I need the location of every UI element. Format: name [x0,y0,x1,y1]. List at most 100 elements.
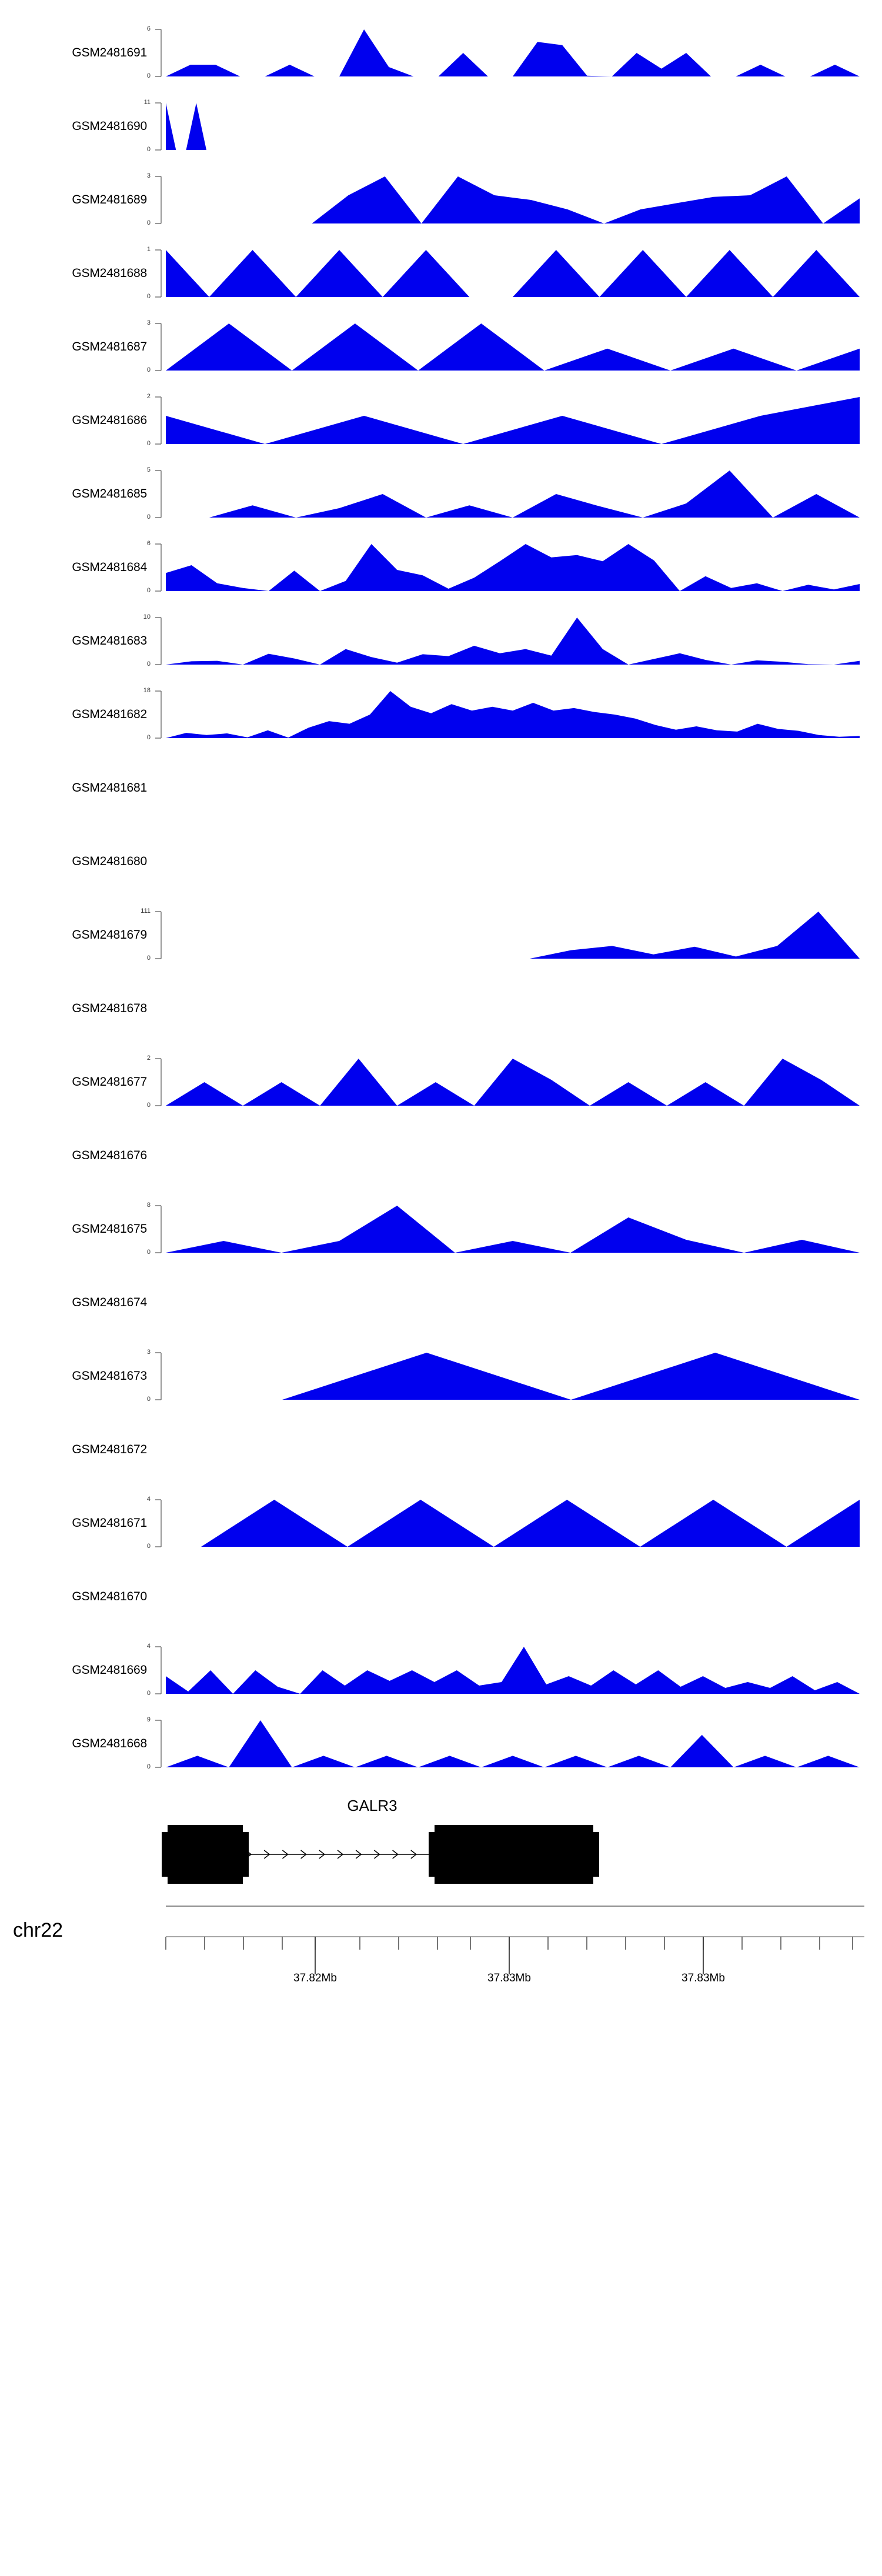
y-axis-max-label: 6 [146,25,151,32]
chromosome-label: chr22 [13,1919,64,1941]
gene-name-label: GALR3 [347,1797,397,1814]
chromosome-ruler [165,1906,864,1974]
sample-track[interactable]: GSM2481681 [0,753,882,826]
y-axis [155,29,162,77]
sample-track[interactable]: GSM2481677 2 0 [0,1047,882,1120]
track-label-gsm2481673: GSM2481673 [72,1369,147,1383]
sample-track[interactable]: GSM2481678 [0,973,882,1047]
sample-track[interactable]: GSM2481679 111 0 [0,900,882,973]
track-label-gsm2481672: GSM2481672 [72,1443,147,1456]
coverage-area[interactable] [0,459,882,532]
y-axis-max-label: 4 [146,1496,151,1503]
y-axis-max-label: 4 [146,1643,151,1650]
y-axis [155,396,162,445]
y-axis-min-label: 0 [146,587,151,594]
coverage-area[interactable] [0,385,882,459]
gene-annotation-track[interactable]: GALR3 [0,1797,882,1897]
coverage-area[interactable] [0,606,882,679]
coverage-area[interactable] [0,1341,882,1414]
y-axis [155,1499,162,1547]
y-axis-max-label: 5 [146,466,151,473]
y-axis [155,1205,162,1253]
sample-track[interactable]: GSM2481690 11 0 [0,91,882,165]
chromosome-tick-label: 37.83Mb [487,1972,531,1984]
y-axis-max-label: 3 [146,319,151,326]
coverage-area[interactable] [0,900,882,973]
sample-track[interactable]: GSM2481674 [0,1267,882,1341]
coverage-area[interactable] [0,1488,882,1561]
sample-track[interactable]: GSM2481670 [0,1561,882,1635]
y-axis-min-label: 0 [146,1249,151,1256]
y-axis-min-label: 0 [146,1763,151,1770]
y-axis-max-label: 9 [146,1716,151,1723]
coverage-area[interactable] [0,1194,882,1267]
y-axis-min-label: 0 [146,1396,151,1403]
sample-track[interactable]: GSM2481673 3 0 [0,1341,882,1414]
sample-track[interactable]: GSM2481689 3 0 [0,165,882,238]
y-axis [155,1352,162,1400]
y-axis-min-label: 0 [146,513,151,520]
y-axis [155,249,162,298]
track-label-gsm2481670: GSM2481670 [72,1590,147,1603]
sample-track[interactable]: GSM2481680 [0,826,882,900]
coverage-area[interactable] [0,312,882,385]
sample-track[interactable]: GSM2481676 [0,1120,882,1194]
y-axis [155,1058,162,1106]
y-axis [155,911,162,959]
coverage-area[interactable] [0,18,882,91]
y-axis-min-label: 0 [146,1102,151,1109]
sample-track[interactable]: GSM2481688 1 0 [0,238,882,312]
sample-track[interactable]: GSM2481682 18 0 [0,679,882,753]
coverage-area[interactable] [0,165,882,238]
track-label-gsm2481688: GSM2481688 [72,266,147,280]
y-axis-max-label: 2 [146,393,151,400]
coverage-area[interactable] [0,238,882,312]
chromosome-axis-track[interactable]: chr22 37.82Mb 37.83Mb 37.83Mb [0,1903,882,2020]
track-label-gsm2481675: GSM2481675 [72,1222,147,1236]
coverage-area[interactable] [0,91,882,165]
sample-track[interactable]: GSM2481675 8 0 [0,1194,882,1267]
y-axis-max-label: 10 [143,613,151,620]
coverage-area[interactable] [0,1635,882,1709]
track-label-gsm2481674: GSM2481674 [72,1296,147,1309]
track-label-gsm2481671: GSM2481671 [72,1516,147,1530]
y-axis-max-label: 3 [146,1349,151,1356]
coverage-area[interactable] [0,532,882,606]
sample-track[interactable]: GSM2481669 4 0 [0,1635,882,1709]
track-label-gsm2481689: GSM2481689 [72,193,147,206]
y-axis-min-label: 0 [146,955,151,962]
coverage-area[interactable] [0,1709,882,1782]
y-axis [155,1720,162,1768]
track-label-gsm2481668: GSM2481668 [72,1737,147,1750]
track-label-gsm2481681: GSM2481681 [72,781,147,795]
sample-track[interactable]: GSM2481683 10 0 [0,606,882,679]
y-axis-min-label: 0 [146,366,151,373]
y-axis-max-label: 1 [146,246,151,253]
y-axis-max-label: 6 [146,540,151,547]
sample-track[interactable]: GSM2481671 4 0 [0,1488,882,1561]
y-axis [155,543,162,592]
y-axis-min-label: 0 [146,219,151,226]
sample-track[interactable]: GSM2481691 6 0 [0,18,882,91]
y-axis [155,690,162,739]
sample-track[interactable]: GSM2481668 9 0 [0,1709,882,1782]
sample-track[interactable]: GSM2481686 2 0 [0,385,882,459]
coverage-area[interactable] [0,679,882,753]
sample-track[interactable]: GSM2481672 [0,1414,882,1488]
coverage-area[interactable] [0,1047,882,1120]
y-axis-min-label: 0 [146,660,151,668]
sample-track[interactable]: GSM2481687 3 0 [0,312,882,385]
y-axis [155,617,162,665]
track-label-gsm2481687: GSM2481687 [72,340,147,353]
y-axis [155,1646,162,1694]
y-axis-min-label: 0 [146,72,151,79]
y-axis-min-label: 0 [146,146,151,153]
chromosome-tick-label: 37.83Mb [681,1972,725,1984]
y-axis [155,323,162,371]
sample-track[interactable]: GSM2481685 5 0 [0,459,882,532]
track-label-gsm2481669: GSM2481669 [72,1663,147,1677]
sample-track[interactable]: GSM2481684 6 0 [0,532,882,606]
y-axis [155,470,162,518]
y-axis-min-label: 0 [146,734,151,741]
y-axis-max-label: 18 [143,687,151,694]
